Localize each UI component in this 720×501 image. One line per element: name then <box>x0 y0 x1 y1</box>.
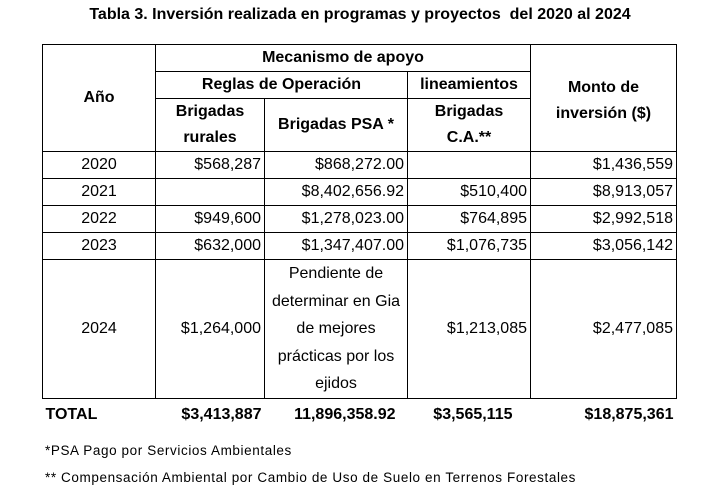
table-cell: 2023 <box>42 232 156 260</box>
table-cell: $2,477,085 <box>530 259 677 399</box>
table-cell: 2024 <box>42 259 156 399</box>
table-cell: $2,992,518 <box>530 205 677 233</box>
table-cell: $764,895 <box>407 205 531 233</box>
header-cell: Monto de inversión ($) <box>530 44 677 152</box>
total-cell: $18,875,361 <box>584 405 674 423</box>
table-body: 2020 $568,287 $868,272.00 $1,436,559 2021 $8,… <box>42 151 677 431</box>
table-cell: $632,000 <box>155 232 265 260</box>
table-cell: $1,076,735 <box>407 232 531 260</box>
table-cell: 2020 <box>42 151 156 179</box>
table-cell: $8,402,656.92 <box>264 178 408 206</box>
table-cell: $1,347,407.00 <box>264 232 408 260</box>
table-cell: $1,278,023.00 <box>264 205 408 233</box>
table-cell: $1,264,000 <box>155 259 265 399</box>
table-cell <box>407 151 531 179</box>
table-cell: $868,272.00 <box>264 151 408 179</box>
table-cell <box>155 178 265 206</box>
header-cell: Brigadas C.A.** <box>407 98 531 152</box>
total-cell: 11,896,358.92 <box>294 405 396 423</box>
total-cell: TOTAL <box>45 405 98 423</box>
table-cell: $3,056,142 <box>530 232 677 260</box>
table-row: 2022 $949,600 $1,278,023.00 $764,895 $2,992,… <box>42 205 677 233</box>
title: Tabla 3. Inversión realizada en programa… <box>89 6 631 23</box>
header-cell: Brigadas PSA * <box>264 98 408 152</box>
table-cell: $510,400 <box>407 178 531 206</box>
table-cell: $1,213,085 <box>407 259 531 399</box>
table-cell: 2021 <box>42 178 156 206</box>
investment-table: Año Mecanismo de apoyo Monto de inversió… <box>42 44 677 431</box>
table-cell: $568,287 <box>155 151 265 179</box>
header-cell: Año <box>42 44 156 152</box>
table-row: 2023 $632,000 $1,347,407.00 $1,076,735 $3,05… <box>42 232 677 260</box>
total-row: TOTAL $3,413,887 11,896,358.92 $3,565,115 $1… <box>43 398 677 431</box>
table-row: 2020 $568,287 $868,272.00 $1,436,559 <box>42 151 677 179</box>
table-cell: Pendiente de determinar en Gia de mejore… <box>264 259 408 399</box>
table-cell: $8,913,057 <box>530 178 677 206</box>
table-cell: 2022 <box>42 205 156 233</box>
header-cell: lineamientos <box>407 71 531 99</box>
header-cell: Reglas de Operación <box>155 71 408 99</box>
footnote: ** Compensación Ambiental por Cambio de … <box>45 470 577 485</box>
header-cell: Brigadas rurales <box>155 98 265 152</box>
table-cell: $1,436,559 <box>530 151 677 179</box>
footnote: *PSA Pago por Servicios Ambientales <box>45 443 292 458</box>
table-row: 2021 $8,402,656.92 $510,400 $8,913,057 <box>42 178 677 206</box>
table-row: 2024 $1,264,000 Pendiente de determinar en… <box>42 259 677 399</box>
header-cell: Mecanismo de apoyo <box>155 44 531 72</box>
total-cell: $3,413,887 <box>181 405 262 423</box>
table-cell: $949,600 <box>155 205 265 233</box>
total-cell: $3,565,115 <box>433 405 513 423</box>
